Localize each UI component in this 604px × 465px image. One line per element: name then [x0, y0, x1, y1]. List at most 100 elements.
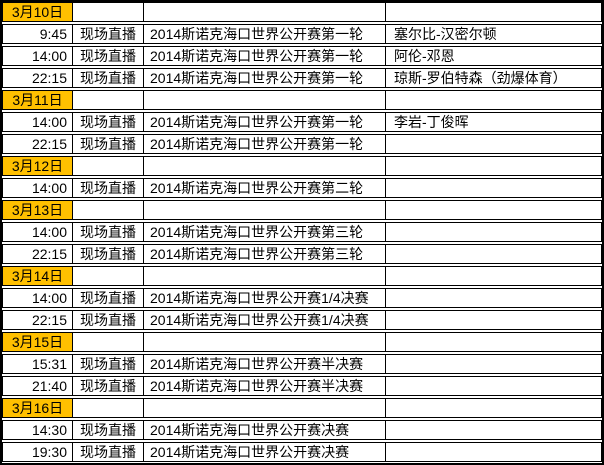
players-cell [386, 311, 601, 329]
broadcast-type-cell: 现场直播 [73, 443, 144, 461]
time-cell: 14:00 [3, 179, 73, 197]
schedule-row: 14:30 现场直播 2014斯诺克海口世界公开赛决赛 [2, 420, 602, 440]
date-header-row: 3月13日 [2, 200, 602, 220]
broadcast-type-cell [73, 157, 144, 175]
event-name-cell: 2014斯诺克海口世界公开赛决赛 [144, 443, 386, 461]
time-cell: 14:00 [3, 113, 73, 131]
event-name-cell [144, 3, 386, 21]
players-cell [386, 223, 601, 241]
event-name-cell: 2014斯诺克海口世界公开赛第一轮 [144, 113, 386, 131]
players-cell [386, 157, 601, 175]
date-cell: 3月10日 [3, 3, 73, 21]
broadcast-type-cell: 现场直播 [73, 47, 144, 65]
event-name-cell: 2014斯诺克海口世界公开赛半决赛 [144, 355, 386, 373]
event-name-cell: 2014斯诺克海口世界公开赛第三轮 [144, 245, 386, 263]
broadcast-type-cell: 现场直播 [73, 289, 144, 307]
broadcast-type-cell: 现场直播 [73, 421, 144, 439]
players-cell [386, 135, 601, 153]
date-header-row: 3月11日 [2, 90, 602, 110]
event-name-cell: 2014斯诺克海口世界公开赛第一轮 [144, 47, 386, 65]
date-cell: 3月15日 [3, 333, 73, 351]
event-name-cell [144, 201, 386, 219]
broadcast-type-cell [73, 399, 144, 417]
date-header-row: 3月10日 [2, 2, 602, 22]
broadcast-type-cell [73, 267, 144, 285]
time-cell: 14:00 [3, 289, 73, 307]
event-name-cell: 2014斯诺克海口世界公开赛第二轮 [144, 179, 386, 197]
date-header-row: 3月14日 [2, 266, 602, 286]
schedule-row: 22:15 现场直播 2014斯诺克海口世界公开赛1/4决赛 [2, 310, 602, 330]
players-cell [386, 245, 601, 263]
schedule-row: 15:31 现场直播 2014斯诺克海口世界公开赛半决赛 [2, 354, 602, 374]
time-cell: 9:45 [3, 25, 73, 43]
players-cell [386, 289, 601, 307]
time-cell: 14:30 [3, 421, 73, 439]
players-cell [386, 399, 601, 417]
time-cell: 15:31 [3, 355, 73, 373]
players-cell [386, 91, 601, 109]
schedule-row: 14:00 现场直播 2014斯诺克海口世界公开赛第一轮 李岩-丁俊晖 [2, 112, 602, 132]
event-name-cell: 2014斯诺克海口世界公开赛决赛 [144, 421, 386, 439]
event-name-cell [144, 333, 386, 351]
time-cell: 22:15 [3, 135, 73, 153]
event-name-cell: 2014斯诺克海口世界公开赛第一轮 [144, 69, 386, 87]
event-name-cell [144, 267, 386, 285]
event-name-cell [144, 157, 386, 175]
players-cell [386, 355, 601, 373]
players-cell [386, 3, 601, 21]
broadcast-type-cell: 现场直播 [73, 25, 144, 43]
players-cell [386, 179, 601, 197]
players-cell [386, 421, 601, 439]
time-cell: 14:00 [3, 47, 73, 65]
event-name-cell: 2014斯诺克海口世界公开赛第一轮 [144, 25, 386, 43]
schedule-row: 14:00 现场直播 2014斯诺克海口世界公开赛1/4决赛 [2, 288, 602, 308]
broadcast-type-cell: 现场直播 [73, 113, 144, 131]
broadcast-type-cell: 现场直播 [73, 69, 144, 87]
players-cell [386, 443, 601, 461]
time-cell: 22:15 [3, 311, 73, 329]
schedule-row: 14:00 现场直播 2014斯诺克海口世界公开赛第一轮 阿伦-邓恩 [2, 46, 602, 66]
time-cell: 22:15 [3, 245, 73, 263]
time-cell: 19:30 [3, 443, 73, 461]
broadcast-type-cell: 现场直播 [73, 355, 144, 373]
schedule-row: 22:15 现场直播 2014斯诺克海口世界公开赛第一轮 琼斯-罗伯特森（劲爆体… [2, 68, 602, 88]
broadcast-type-cell: 现场直播 [73, 135, 144, 153]
broadcast-type-cell: 现场直播 [73, 245, 144, 263]
players-cell: 琼斯-罗伯特森（劲爆体育） [394, 70, 567, 86]
date-header-row: 3月16日 [2, 398, 602, 418]
broadcast-type-cell: 现场直播 [73, 377, 144, 395]
date-cell: 3月11日 [3, 91, 73, 109]
date-cell: 3月13日 [3, 201, 73, 219]
players-cell [386, 333, 601, 351]
event-name-cell: 2014斯诺克海口世界公开赛第三轮 [144, 223, 386, 241]
date-cell: 3月14日 [3, 267, 73, 285]
time-cell: 22:15 [3, 69, 73, 87]
schedule-row: 22:15 现场直播 2014斯诺克海口世界公开赛第一轮 [2, 134, 602, 154]
date-cell: 3月16日 [3, 399, 73, 417]
event-name-cell: 2014斯诺克海口世界公开赛1/4决赛 [144, 311, 386, 329]
broadcast-type-cell: 现场直播 [73, 179, 144, 197]
players-cell [386, 267, 601, 285]
broadcast-type-cell [73, 333, 144, 351]
event-name-cell: 2014斯诺克海口世界公开赛1/4决赛 [144, 289, 386, 307]
broadcast-type-cell [73, 3, 144, 21]
event-name-cell: 2014斯诺克海口世界公开赛半决赛 [144, 377, 386, 395]
broadcast-type-cell [73, 91, 144, 109]
broadcast-type-cell: 现场直播 [73, 311, 144, 329]
players-cell: 塞尔比-汉密尔顿 [394, 26, 497, 42]
time-cell: 14:00 [3, 223, 73, 241]
schedule-row: 14:00 现场直播 2014斯诺克海口世界公开赛第二轮 [2, 178, 602, 198]
date-cell: 3月12日 [3, 157, 73, 175]
event-name-cell: 2014斯诺克海口世界公开赛第一轮 [144, 135, 386, 153]
players-cell: 阿伦-邓恩 [394, 48, 455, 64]
schedule-row: 19:30 现场直播 2014斯诺克海口世界公开赛决赛 [2, 442, 602, 462]
broadcast-type-cell [73, 201, 144, 219]
event-name-cell [144, 91, 386, 109]
players-cell [386, 201, 601, 219]
schedule-row: 21:40 现场直播 2014斯诺克海口世界公开赛半决赛 [2, 376, 602, 396]
event-name-cell [144, 399, 386, 417]
time-cell: 21:40 [3, 377, 73, 395]
schedule-row: 9:45 现场直播 2014斯诺克海口世界公开赛第一轮 塞尔比-汉密尔顿 [2, 24, 602, 44]
players-cell [386, 377, 601, 395]
